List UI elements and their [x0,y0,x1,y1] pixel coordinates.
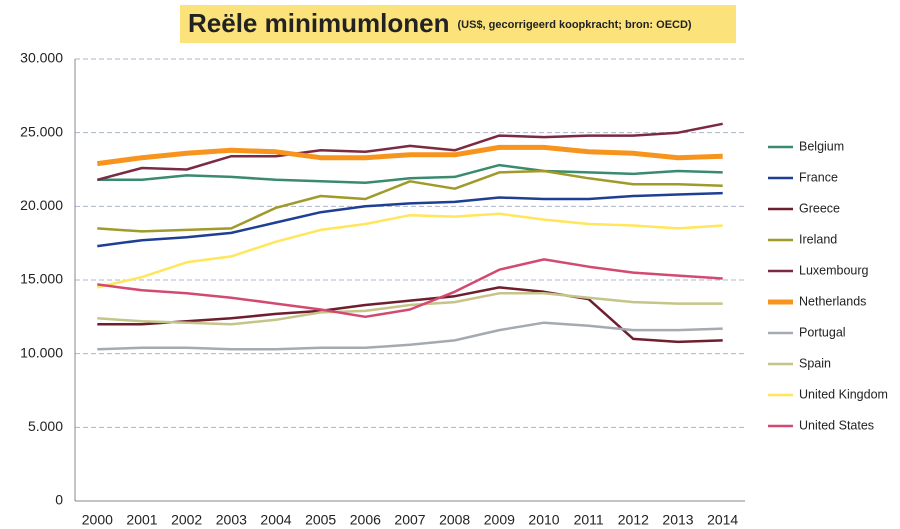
chart-subtitle: (US$, gecorrigeerd koopkracht; bron: OEC… [458,19,692,31]
x-tick-label: 2007 [394,512,425,528]
series-line [97,169,723,233]
x-tick-label: 2003 [216,512,247,528]
chart-title: Reële minimumlonen [188,8,450,38]
y-tick-label: 10.000 [20,344,63,360]
legend-label: Greece [799,201,840,215]
title-box [180,5,736,43]
x-tick-label: 2014 [707,512,738,528]
y-tick-label: 30.000 [20,50,63,66]
y-tick-label: 15.000 [20,271,63,287]
y-tick-label: 20.000 [20,197,63,213]
x-tick-label: 2004 [260,512,291,528]
legend-label: United Kingdom [799,387,888,401]
x-tick-label: 2011 [574,512,604,528]
legend-label: Spain [799,356,831,370]
x-tick-label: 2012 [618,512,649,528]
legend-label: Belgium [799,139,844,153]
legend-label: United States [799,418,874,432]
chart-title-group: Reële minimumlonen (US$, gecorrigeerd koo… [188,8,692,38]
series-line [96,122,723,182]
series-line [96,144,723,167]
y-tick-label: 25.000 [20,123,63,139]
x-tick-label: 2013 [662,512,693,528]
x-tick-label: 2001 [126,512,157,528]
x-tick-label: 2000 [82,512,113,528]
series-line [97,321,723,351]
series-line [97,212,723,289]
series-line [97,191,723,248]
x-tick-label: 2002 [171,512,202,528]
series-line [97,258,723,319]
y-tick-label: 5.000 [28,418,63,434]
x-tick-label: 2006 [350,512,381,528]
x-tick-label: 2008 [439,512,470,528]
y-tick-label: 0 [55,492,63,508]
legend-label: Netherlands [799,294,866,308]
series-line [97,163,723,185]
x-tick-label: 2010 [528,512,559,528]
series-line [97,286,723,344]
legend-label: France [799,170,838,184]
legend-label: Portugal [799,325,846,339]
x-tick-label: 2009 [484,512,515,528]
legend-label: Luxembourg [799,263,869,277]
x-tick-label: 2005 [305,512,336,528]
series-line [97,292,723,326]
legend-label: Ireland [799,232,837,246]
